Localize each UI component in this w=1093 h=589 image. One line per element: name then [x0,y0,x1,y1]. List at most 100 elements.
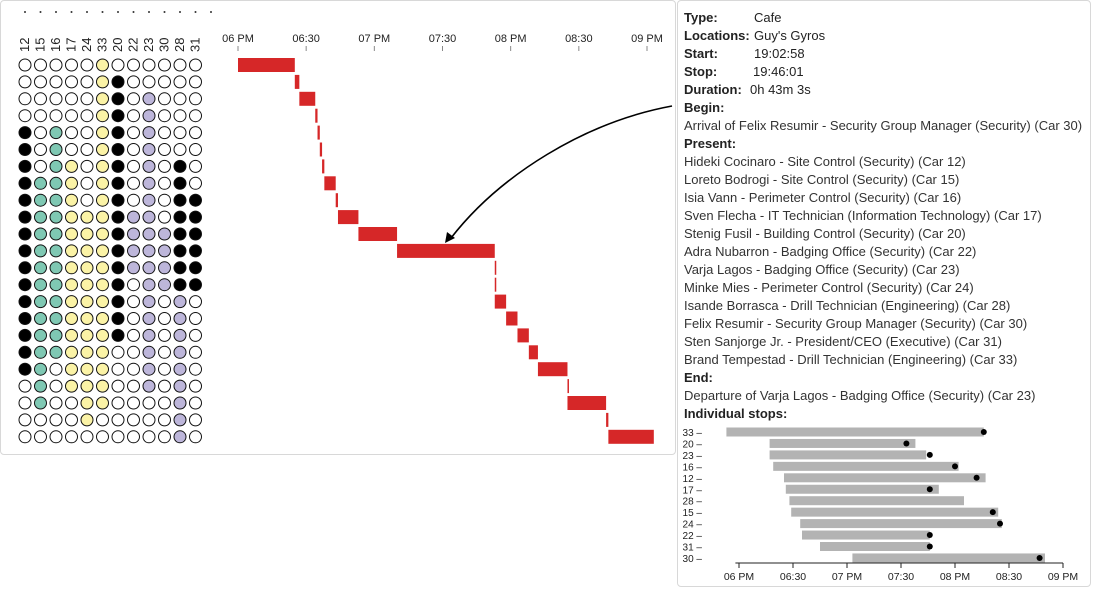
event-bar[interactable] [397,243,495,258]
presence-dot[interactable] [34,430,47,444]
event-bar[interactable] [315,108,318,123]
presence-dot[interactable] [173,413,187,427]
presence-dot[interactable] [65,362,78,376]
stop-bar[interactable] [784,473,986,483]
presence-dot[interactable] [127,379,140,393]
presence-dot[interactable] [158,143,171,156]
presence-dot[interactable] [127,109,140,123]
presence-dot[interactable] [49,227,63,241]
presence-dot[interactable] [34,295,47,309]
presence-dot[interactable] [65,227,78,241]
presence-dot[interactable] [158,109,171,123]
presence-dot[interactable] [111,210,125,224]
presence-dot[interactable] [49,75,63,89]
presence-dot[interactable] [189,328,202,342]
presence-dot[interactable] [96,396,109,410]
event-bar[interactable] [528,345,538,360]
presence-dot[interactable] [127,143,140,156]
presence-dot[interactable] [158,278,171,292]
presence-dot[interactable] [173,193,187,207]
presence-dot[interactable] [96,193,109,207]
event-bar[interactable] [567,396,607,410]
presence-dot[interactable] [173,328,187,342]
presence-dot[interactable] [96,126,109,140]
presence-dot[interactable] [142,312,156,325]
presence-dot[interactable] [80,244,94,258]
presence-dot[interactable] [18,261,32,275]
presence-dot[interactable] [127,312,140,325]
presence-dot[interactable] [158,92,171,106]
presence-dot[interactable] [34,396,47,410]
presence-dot[interactable] [80,159,94,173]
presence-dot[interactable] [142,379,156,393]
presence-dot[interactable] [111,261,125,275]
presence-dot[interactable] [127,193,140,207]
event-bar[interactable] [494,260,497,275]
presence-dot[interactable] [173,210,187,224]
event-bar[interactable] [537,362,568,377]
event-bar[interactable] [319,142,323,157]
presence-dot[interactable] [65,278,78,292]
presence-dot[interactable] [189,143,202,156]
stop-bar[interactable] [769,438,916,448]
presence-dot[interactable] [189,58,202,72]
presence-dot[interactable] [142,143,156,156]
presence-dot[interactable] [142,58,156,72]
presence-dot[interactable] [111,430,125,444]
presence-dot[interactable] [142,176,156,190]
presence-dot[interactable] [65,109,78,123]
presence-dot[interactable] [158,312,171,325]
presence-dot[interactable] [158,430,171,444]
presence-dot[interactable] [173,261,187,275]
presence-dot[interactable] [80,261,94,275]
presence-dot[interactable] [65,345,78,359]
presence-dot[interactable] [189,261,202,275]
presence-dot[interactable] [34,345,47,359]
presence-dot[interactable] [173,396,187,410]
presence-dot[interactable] [158,413,171,427]
presence-dot[interactable] [142,244,156,258]
presence-dot[interactable] [127,244,140,258]
presence-dot[interactable] [34,159,47,173]
presence-dot[interactable] [65,413,78,427]
presence-dot[interactable] [111,362,125,376]
presence-dot[interactable] [142,278,156,292]
presence-dot[interactable] [96,92,109,106]
presence-dot[interactable] [189,109,202,123]
event-bar[interactable] [358,227,398,241]
presence-dot[interactable] [80,176,94,190]
presence-dot[interactable] [49,295,63,309]
presence-dot[interactable] [49,413,63,427]
presence-dot[interactable] [127,362,140,376]
presence-dot[interactable] [80,430,94,444]
presence-dot[interactable] [49,328,63,342]
presence-dot[interactable] [18,430,32,444]
stop-bar[interactable] [769,450,927,460]
event-bar[interactable] [299,91,316,106]
presence-dot[interactable] [96,143,109,156]
presence-dot[interactable] [49,244,63,258]
presence-dot[interactable] [142,430,156,444]
presence-dot[interactable] [158,58,171,72]
presence-dot[interactable] [111,58,125,72]
presence-dot[interactable] [96,430,109,444]
presence-dot[interactable] [189,176,202,190]
presence-dot[interactable] [34,244,47,258]
presence-dot[interactable] [65,312,78,325]
presence-dot[interactable] [127,413,140,427]
presence-dot[interactable] [111,244,125,258]
presence-dot[interactable] [173,244,187,258]
presence-dot[interactable] [158,345,171,359]
presence-dot[interactable] [65,159,78,173]
presence-dot[interactable] [96,295,109,309]
presence-dot[interactable] [34,92,47,106]
presence-dot[interactable] [142,413,156,427]
event-bar[interactable] [337,210,359,225]
presence-dot[interactable] [65,261,78,275]
presence-dot[interactable] [96,345,109,359]
presence-dot[interactable] [65,430,78,444]
presence-dot[interactable] [49,430,63,444]
presence-dot[interactable] [34,210,47,224]
presence-dot[interactable] [127,328,140,342]
presence-dot[interactable] [96,159,109,173]
